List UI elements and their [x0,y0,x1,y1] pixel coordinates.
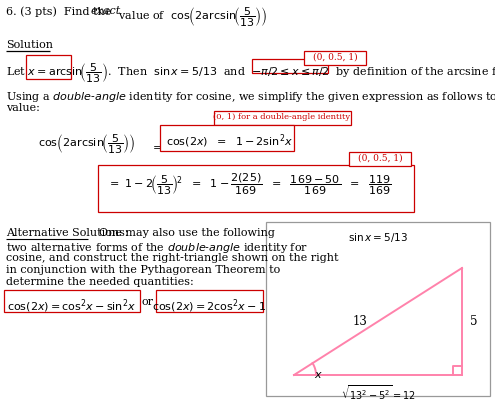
Text: Using a $\mathit{double}$-$\mathit{angle}$ identity for cosine, we simplify the : Using a $\mathit{double}$-$\mathit{angle… [6,90,495,104]
Text: $\sqrt{13^2-5^2}=12$: $\sqrt{13^2-5^2}=12$ [341,383,415,401]
Text: or: or [142,297,154,307]
FancyBboxPatch shape [156,290,263,312]
FancyBboxPatch shape [160,125,294,151]
Text: $=\ 1 - 2\!\left(\dfrac{5}{13}\right)^{\!2}\ \ =\ \ 1 - \dfrac{2(25)}{169}\ \ =\: $=\ 1 - 2\!\left(\dfrac{5}{13}\right)^{\… [107,172,392,197]
FancyBboxPatch shape [252,59,328,73]
FancyBboxPatch shape [214,111,351,125]
Text: value:: value: [6,103,40,113]
Text: Solution: Solution [6,40,53,50]
Text: $\cos(2x) = 2\cos^2\!x - 1$: $\cos(2x) = 2\cos^2\!x - 1$ [152,297,266,315]
Text: 6. (3 pts)  Find the: 6. (3 pts) Find the [6,6,115,17]
Text: exact: exact [91,6,121,16]
Text: (0, 1) for a double-angle identity: (0, 1) for a double-angle identity [213,113,350,121]
Text: determine the needed quantities:: determine the needed quantities: [6,277,194,287]
Text: two alternative forms of the $\mathit{double}$-$\mathit{angle}$ identity for: two alternative forms of the $\mathit{do… [6,241,308,255]
Text: $\cos(2x) = \cos^2\!x - \sin^2\!x$: $\cos(2x) = \cos^2\!x - \sin^2\!x$ [7,297,137,315]
Text: 13: 13 [352,315,367,328]
FancyBboxPatch shape [266,222,490,396]
Text: (0, 0.5, 1): (0, 0.5, 1) [358,154,402,163]
Text: value of  $\cos\!\left(2\arcsin\!\!\left(\dfrac{5}{13}\right)\right)$: value of $\cos\!\left(2\arcsin\!\!\left(… [115,6,267,29]
FancyBboxPatch shape [349,152,411,166]
Text: cosine, and construct the right-triangle shown on the right: cosine, and construct the right-triangle… [6,253,339,263]
Text: in conjunction with the Pythagorean Theorem to: in conjunction with the Pythagorean Theo… [6,265,280,275]
FancyBboxPatch shape [26,55,71,79]
Text: 5: 5 [470,315,478,328]
Text: Alternative Solutions:: Alternative Solutions: [6,228,129,238]
Text: $\cos\!\left(2\arcsin\!\!\left(\dfrac{5}{13}\right)\right)$: $\cos\!\left(2\arcsin\!\!\left(\dfrac{5}… [38,133,135,157]
Text: $=$: $=$ [150,141,162,151]
FancyBboxPatch shape [304,51,366,65]
Text: $x$: $x$ [313,370,322,380]
FancyBboxPatch shape [4,290,140,312]
Text: Let $x = \arcsin\!\!\left(\dfrac{5}{13}\right)$.  Then  $\sin x = 5/13$  and  $-: Let $x = \arcsin\!\!\left(\dfrac{5}{13}\… [6,62,495,85]
Text: $\sin x = 5/13$: $\sin x = 5/13$ [348,231,408,244]
Text: One may also use the following: One may also use the following [92,228,275,238]
FancyBboxPatch shape [98,165,414,212]
Text: (0, 0.5, 1): (0, 0.5, 1) [313,53,357,62]
Text: $\cos(2x)\ \ =\ \ 1 - 2\sin^2\!x$: $\cos(2x)\ \ =\ \ 1 - 2\sin^2\!x$ [166,132,293,150]
